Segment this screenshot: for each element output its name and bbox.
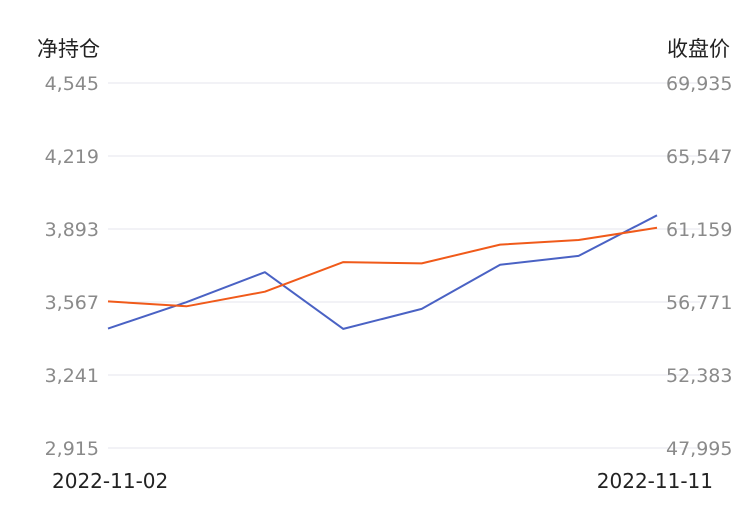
x-tick-start: 2022-11-02 xyxy=(52,469,168,493)
right-tick-label: 56,771 xyxy=(666,292,732,314)
x-tick-end: 2022-11-11 xyxy=(597,469,713,493)
left-tick-label: 4,219 xyxy=(45,146,99,168)
right-axis-title: 收盘价 xyxy=(667,37,730,61)
grid xyxy=(108,82,700,449)
right-tick-label: 65,547 xyxy=(666,146,732,168)
right-tick-label: 47,995 xyxy=(666,438,732,460)
series-line-left-axis xyxy=(107,214,658,330)
right-axis-ticks: 69,935 65,547 61,159 56,771 52,383 47,995 xyxy=(666,73,732,460)
left-tick-label: 3,893 xyxy=(45,219,99,241)
left-axis-ticks: 4,545 4,219 3,893 3,567 3,241 2,915 xyxy=(45,73,99,460)
left-tick-label: 3,567 xyxy=(45,292,99,314)
right-tick-label: 61,159 xyxy=(666,219,732,241)
left-tick-label: 3,241 xyxy=(45,365,99,387)
left-axis-title: 净持仓 xyxy=(37,37,100,61)
right-tick-label: 52,383 xyxy=(666,365,732,387)
left-tick-label: 4,545 xyxy=(45,73,99,95)
right-tick-label: 69,935 xyxy=(666,73,732,95)
series-line-right-axis xyxy=(107,226,658,308)
left-tick-label: 2,915 xyxy=(45,438,99,460)
series-lines xyxy=(107,214,658,330)
